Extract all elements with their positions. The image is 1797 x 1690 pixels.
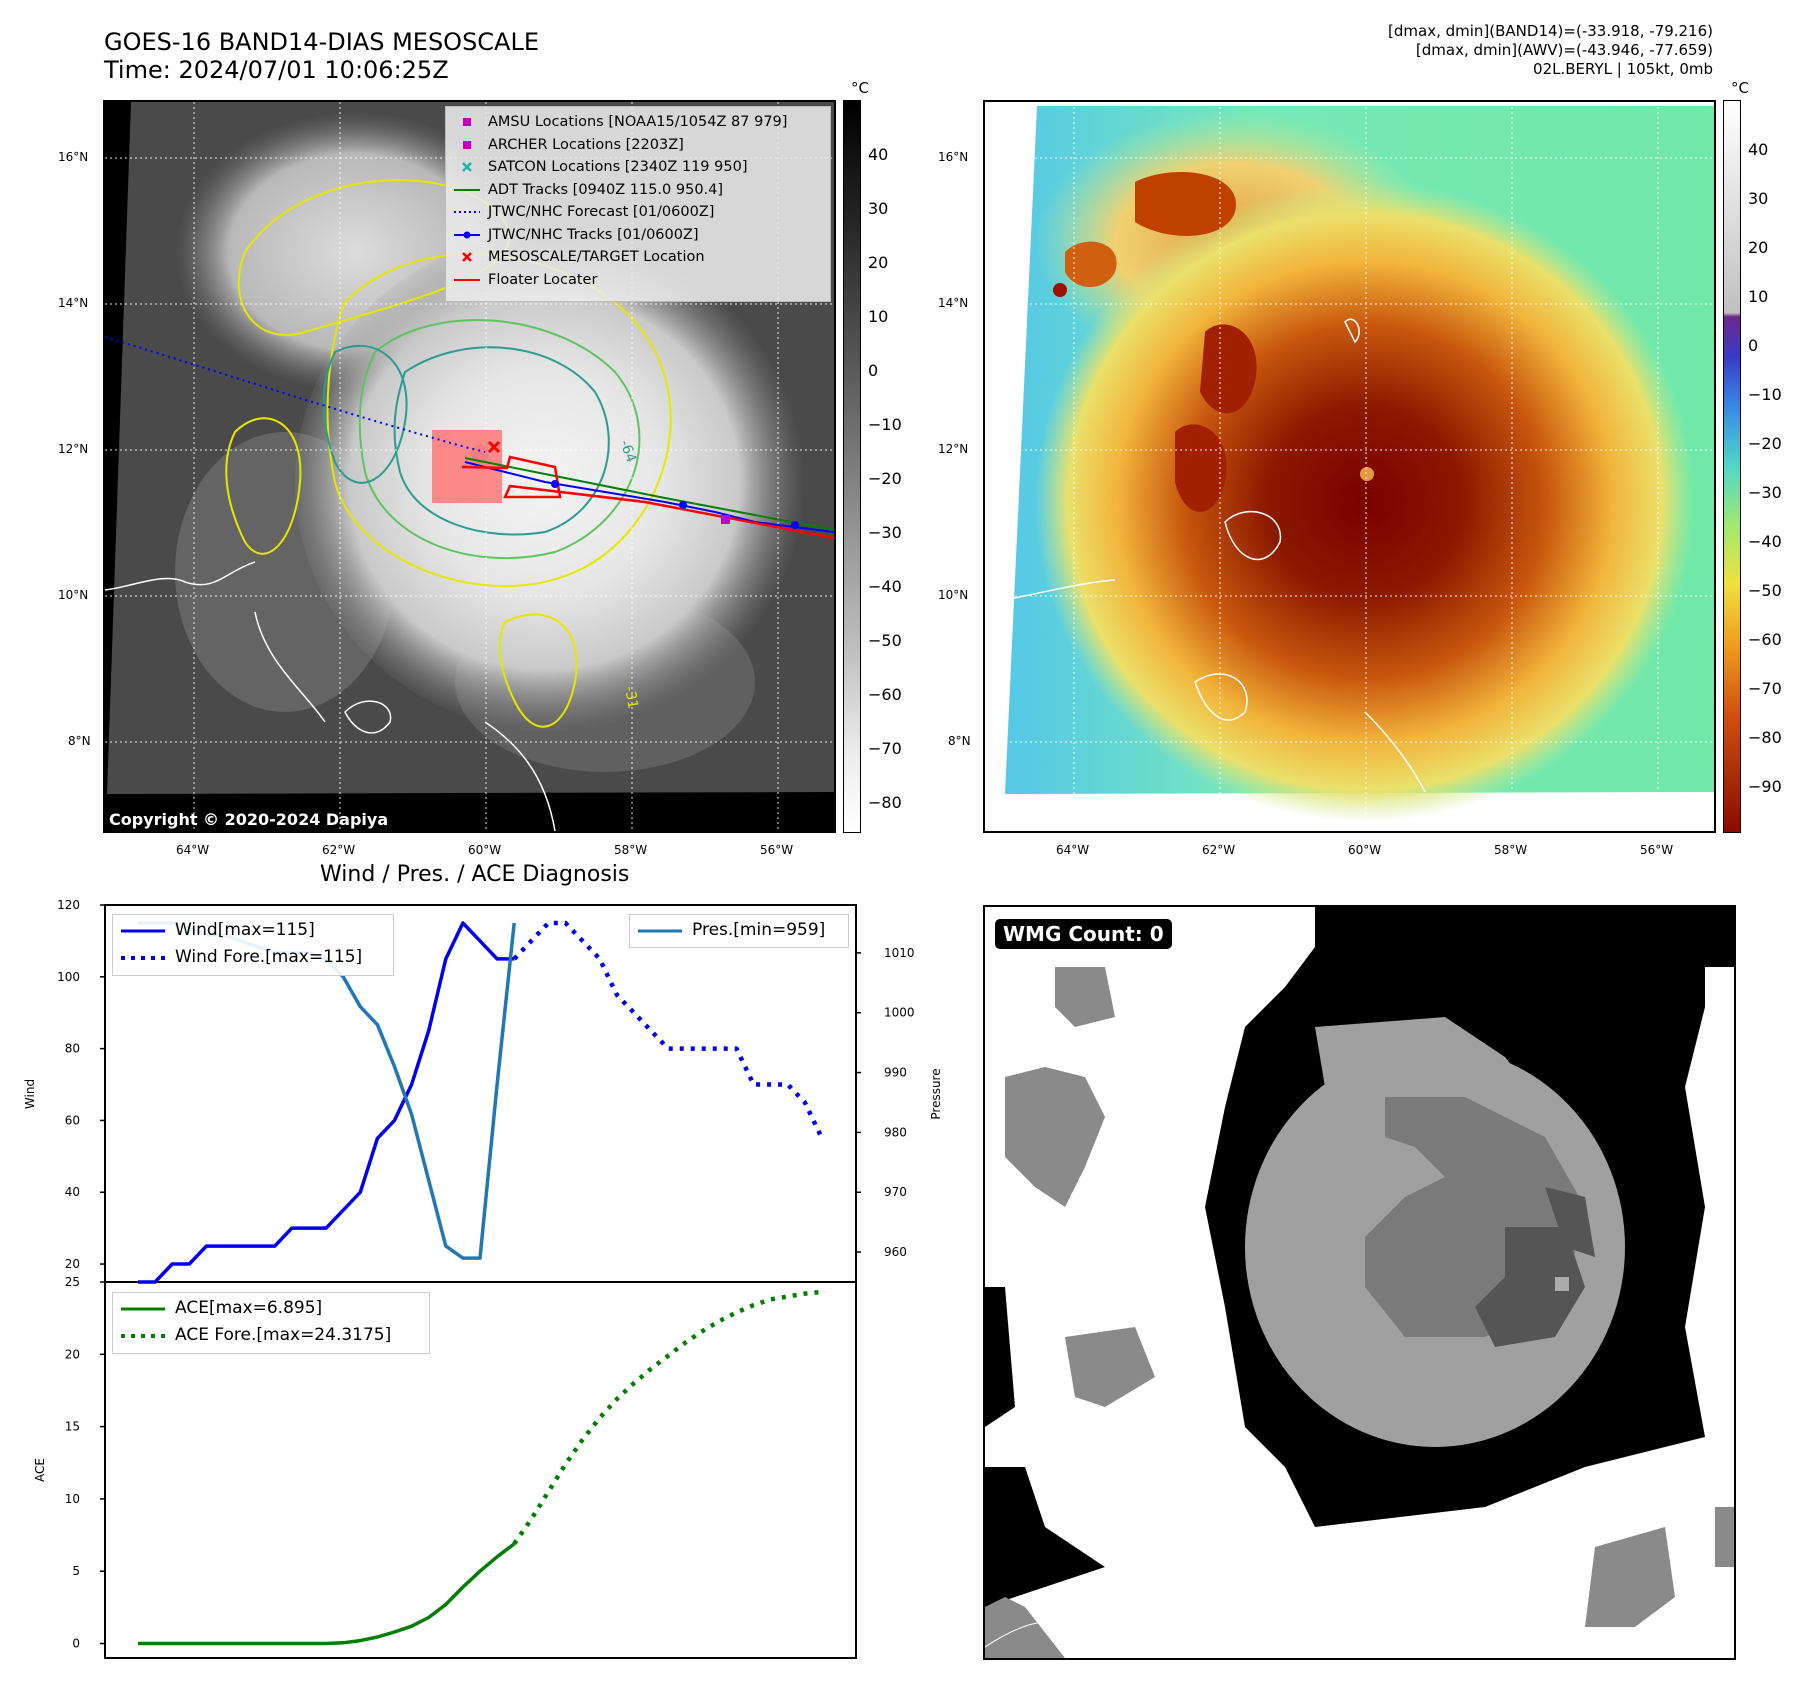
- adt-track: [464, 457, 834, 531]
- lat-label-14n-left: 14°N: [58, 296, 89, 310]
- lat-label-16n-right: 16°N: [938, 150, 969, 164]
- ace-tick-label: 15: [65, 1420, 80, 1434]
- color-map-image: [985, 102, 1714, 831]
- legend-ace: ACE[max=6.895]: [121, 1298, 323, 1318]
- pressure-legend: Pres.[min=959]: [629, 914, 849, 948]
- legend-item-adt: ADT Tracks [0940Z 115.0 950.4]: [454, 181, 724, 198]
- floater-locater-line: [461, 455, 834, 540]
- wmg-panel: WMG Count: 0: [983, 905, 1736, 1660]
- info-line-2: [dmax, dmin](AWV)=(-43.946, -77.659): [1415, 41, 1713, 59]
- stats-info: [dmax, dmin](BAND14)=(-33.918, -79.216) …: [1388, 22, 1713, 79]
- lat-label-10n-right: 10°N: [938, 588, 969, 602]
- lat-label-10n-left: 10°N: [58, 588, 89, 602]
- best-track: [464, 461, 834, 533]
- lon-label-64w-right: 64°W: [1056, 843, 1090, 857]
- pressure-tick-label: 1000: [884, 1006, 915, 1020]
- lon-label-56w-right: 56°W: [1640, 843, 1674, 857]
- ace-axis-label: ACE: [33, 1458, 47, 1482]
- ace-tick-label: 10: [65, 1492, 80, 1506]
- lat-label-14n-right: 14°N: [938, 296, 969, 310]
- wind-tick-label: 60: [65, 1113, 80, 1127]
- lon-label-60w-right: 60°W: [1348, 843, 1382, 857]
- wmg-image: [985, 907, 1734, 1658]
- title-line-2: Time: 2024/07/01 10:06:25Z: [104, 56, 449, 84]
- wind-tick-label: 80: [65, 1042, 80, 1056]
- forecast-track: [105, 336, 486, 453]
- lat-label-8n-right: 8°N: [948, 734, 971, 748]
- contour-label-2: -31: [621, 685, 641, 710]
- amsu-marker: [721, 515, 730, 524]
- lat-label-8n-left: 8°N: [68, 734, 91, 748]
- lon-label-60w-left: 60°W: [468, 843, 502, 857]
- info-line-3: 02L.BERYL | 105kt, 0mb: [1533, 60, 1713, 78]
- lon-label-58w-left: 58°W: [614, 843, 648, 857]
- lat-label-12n-left: 12°N: [58, 442, 89, 456]
- color-map-gridlines: [985, 102, 1714, 831]
- wind-series: [138, 920, 825, 1284]
- legend-item-floater: Floater Locater: [454, 271, 598, 288]
- wmg-count-badge: WMG Count: 0: [995, 919, 1172, 949]
- legend-wind-forecast: Wind Fore.[max=115]: [121, 947, 363, 967]
- ace-axis-ticks: 25 20 15 10 5 0: [65, 1275, 105, 1651]
- legend-item-target: MESOSCALE/TARGET Location: [454, 246, 822, 269]
- contour-label-1: -64: [616, 438, 639, 465]
- ace-tick-label: 20: [65, 1347, 80, 1361]
- lon-label-56w-left: 56°W: [760, 843, 794, 857]
- ace-tick-label: 5: [72, 1564, 80, 1578]
- wind-axis-ticks: 120 100 80 60 40 20: [57, 898, 105, 1271]
- ace-tick-label: 0: [72, 1637, 80, 1651]
- lat-label-12n-right: 12°N: [938, 442, 969, 456]
- wind-tick-label: 120: [57, 898, 80, 912]
- ir-colorbar-unit: °C: [851, 79, 869, 97]
- legend-item-forecast: JTWC/NHC Forecast [01/0600Z]: [454, 204, 715, 220]
- lon-label-62w-left: 62°W: [322, 843, 356, 857]
- ir-colorbar: [843, 100, 861, 833]
- lat-label-16n-left: 16°N: [58, 150, 89, 164]
- pressure-tick-label: 970: [884, 1185, 907, 1199]
- info-line-1: [dmax, dmin](BAND14)=(-33.918, -79.216): [1388, 22, 1713, 40]
- copyright-text: Copyright © 2020-2024 Dapiya: [109, 810, 389, 829]
- diagnosis-chart-title: Wind / Pres. / ACE Diagnosis: [320, 862, 630, 887]
- ir-map-legend: AMSU Locations [NOAA15/1054Z 87 979] ARC…: [445, 106, 831, 302]
- target-marker: [487, 440, 501, 454]
- legend-ace-forecast: ACE Fore.[max=24.3175]: [121, 1325, 392, 1345]
- color-colorbar: [1723, 100, 1741, 833]
- lon-label-64w-left: 64°W: [176, 843, 210, 857]
- wind-tick-label: 20: [65, 1257, 80, 1271]
- title-line-1: GOES-16 BAND14-DIAS MESOSCALE: [104, 28, 540, 56]
- legend-item-amsu: AMSU Locations [NOAA15/1054Z 87 979]: [454, 111, 822, 134]
- lon-label-62w-right: 62°W: [1202, 843, 1236, 857]
- ace-tick-label: 25: [65, 1275, 80, 1289]
- pressure-axis-ticks: 1010 1000 990 980 970 960: [856, 946, 915, 1259]
- pressure-tick-label: 980: [884, 1125, 907, 1139]
- ace-legend: ACE[max=6.895] ACE Fore.[max=24.3175]: [112, 1292, 430, 1354]
- legend-item-archer: ARCHER Locations [2203Z]: [454, 134, 822, 157]
- wind-tick-label: 100: [57, 970, 80, 984]
- wind-line: [138, 921, 515, 1284]
- ace-series: [138, 1289, 823, 1646]
- pressure-tick-label: 960: [884, 1245, 907, 1259]
- legend-pressure: Pres.[min=959]: [638, 920, 826, 940]
- wind-legend: Wind[max=115] Wind Fore.[max=115]: [112, 914, 394, 976]
- ace-chart-frame: [104, 1281, 857, 1659]
- ir-map-panel: -64 -31 Copyright © 2020-2024 Dapiya AMS…: [103, 100, 836, 833]
- figure-title: GOES-16 BAND14-DIAS MESOSCALE Time: 2024…: [104, 28, 539, 84]
- legend-item-tracks: JTWC/NHC Tracks [01/0600Z]: [454, 224, 822, 247]
- color-map-panel: [983, 100, 1716, 833]
- ace-forecast-line: [512, 1289, 823, 1546]
- ace-line: [138, 1542, 516, 1646]
- color-colorbar-unit: °C: [1731, 79, 1749, 97]
- pressure-tick-label: 990: [884, 1066, 907, 1080]
- legend-wind: Wind[max=115]: [121, 920, 315, 940]
- lon-label-58w-right: 58°W: [1494, 843, 1528, 857]
- wind-forecast-line: [512, 920, 825, 1140]
- legend-item-satcon: SATCON Locations [2340Z 119 950]: [454, 156, 822, 179]
- wind-axis-label: Wind: [23, 1079, 37, 1109]
- wind-tick-label: 40: [65, 1185, 80, 1199]
- pressure-axis-label: Pressure: [929, 1068, 943, 1119]
- pressure-tick-label: 1010: [884, 946, 915, 960]
